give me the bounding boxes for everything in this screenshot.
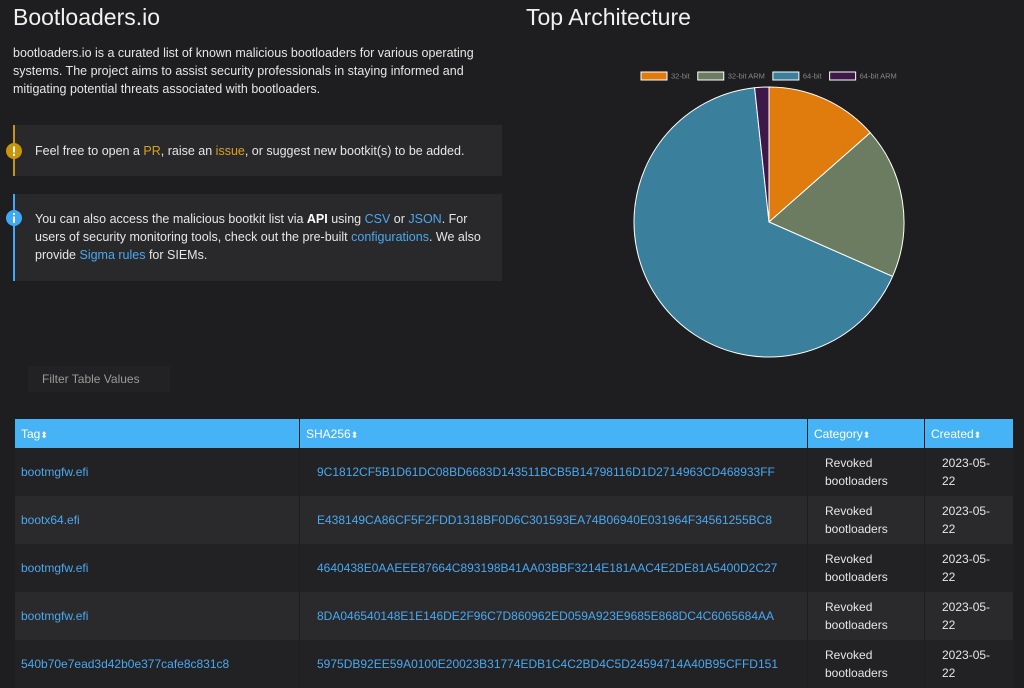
sha256[interactable]: 8DA046540148E1E146DE2F96C7D860962ED059A9… xyxy=(300,592,807,640)
sha256[interactable]: 5975DB92EE59A0100E20023B31774EDB1C4C2BD4… xyxy=(300,640,807,688)
csv-link[interactable]: CSV xyxy=(364,212,391,226)
table-row: bootmgfw.efi 4640438E0AAEEE87664C893198B4… xyxy=(15,544,1013,592)
category: Revoked bootloaders xyxy=(808,592,924,640)
table-row: bootmgfw.efi 8DA046540148E1E146DE2F96C7D8… xyxy=(15,592,1013,640)
column-header[interactable]: Category xyxy=(808,419,924,448)
filter-input[interactable]: Filter Table Values xyxy=(28,366,170,392)
pie-slice xyxy=(633,87,894,358)
text: or xyxy=(390,212,409,226)
text: Feel free to open a xyxy=(35,143,144,158)
text: for SIEMs. xyxy=(145,248,208,262)
legend-label: 64-bit ARM xyxy=(860,71,897,80)
sha256[interactable]: E438149CA86CF5F2FDD1318BF0D6C301593EA74B… xyxy=(300,496,807,544)
text: using xyxy=(327,212,365,226)
pie-slice xyxy=(768,132,905,278)
tag[interactable]: bootx64.efi xyxy=(15,496,299,544)
pr-link[interactable]: PR xyxy=(143,143,161,158)
legend-swatch xyxy=(772,71,800,81)
configurations-link[interactable]: configurations xyxy=(351,230,429,244)
legend-label: 32-bit xyxy=(671,71,691,80)
site-title: Bootloaders.io xyxy=(13,4,161,30)
pie-chart: 32-bit 32-bit ARM 64-bit 64-bit ARM xyxy=(633,71,905,358)
column-header[interactable]: Tag xyxy=(15,419,299,448)
created: 2023-05-22 xyxy=(925,544,1013,592)
category: Revoked bootloaders xyxy=(808,496,924,544)
text: , or suggest new bootkit(s) to be added. xyxy=(244,143,465,158)
sha256[interactable]: 9C1812CF5B1D61DC08BD6683D143511BCB5B1479… xyxy=(300,448,807,496)
sigma-link[interactable]: Sigma rules xyxy=(79,248,146,262)
chart-title: Top Architecture xyxy=(526,4,691,30)
text: . For users of security monitoring tools… xyxy=(35,212,468,244)
created: 2023-05-22 xyxy=(925,448,1013,496)
info-icon xyxy=(6,210,22,226)
tag[interactable]: bootmgfw.efi xyxy=(15,544,299,592)
table-row: 540b70e7ead3d42b0e377cafe8c831c8 5975DB92… xyxy=(15,640,1013,688)
legend-swatch xyxy=(697,71,725,81)
legend-swatch xyxy=(829,71,857,81)
contribute-notice: Feel free to open a PR, raise an issue, … xyxy=(6,125,502,176)
bootloader-table: TagSHA256CategoryCreated bootmgfw.efi9C1… xyxy=(14,419,1014,688)
created: 2023-05-22 xyxy=(925,640,1013,688)
table-row: bootmgfw.efi 9C1812CF5B1D61DC08BD6683D143… xyxy=(15,448,1013,496)
tag[interactable]: 540b70e7ead3d42b0e377cafe8c831c8 xyxy=(15,640,299,688)
tag[interactable]: bootmgfw.efi xyxy=(15,592,299,640)
created: 2023-05-22 xyxy=(925,496,1013,544)
category: Revoked bootloaders xyxy=(808,544,924,592)
pie-slice xyxy=(768,86,871,224)
pie-slice xyxy=(754,86,770,223)
issue-link[interactable]: issue xyxy=(215,143,245,158)
description: bootloaders.io is a curated list of know… xyxy=(13,46,474,96)
column-header[interactable]: SHA256 xyxy=(300,419,807,448)
text: API xyxy=(306,212,328,226)
placeholder: Filter Table Values xyxy=(42,372,140,386)
json-link[interactable]: JSON xyxy=(408,212,442,226)
api-notice: You can also access the malicious bootki… xyxy=(6,194,502,281)
table-row: bootx64.efi E438149CA86CF5F2FDD1318BF0D6C… xyxy=(15,496,1013,544)
category: Revoked bootloaders xyxy=(808,640,924,688)
text: . We also provide xyxy=(35,230,481,262)
created: 2023-05-22 xyxy=(925,592,1013,640)
warning-icon xyxy=(6,142,22,159)
text: , raise an xyxy=(160,143,216,158)
column-header[interactable]: Created xyxy=(925,419,1013,448)
page: Bootloaders.io bootloaders.io is a curat… xyxy=(0,0,1024,661)
tag[interactable]: bootmgfw.efi xyxy=(15,448,299,496)
sha256[interactable]: 4640438E0AAEEE87664C893198B41AA03BBF3214… xyxy=(300,544,807,592)
legend-swatch xyxy=(640,71,668,81)
category: Revoked bootloaders xyxy=(808,448,924,496)
legend-label: 64-bit xyxy=(803,71,823,80)
legend-label: 32-bit ARM xyxy=(728,71,765,80)
text: You can also access the malicious bootki… xyxy=(35,212,307,226)
